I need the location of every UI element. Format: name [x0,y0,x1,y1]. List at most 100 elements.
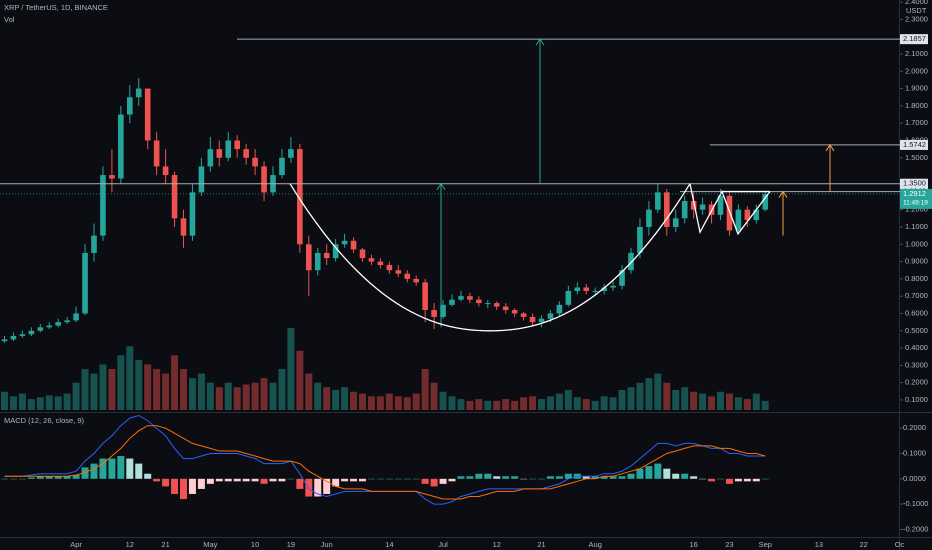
volume-bar [394,396,402,410]
volume-bar [367,396,375,410]
candle-body [485,303,491,305]
arrow-head [825,144,835,152]
candle-body [10,335,17,340]
volume-bar [162,373,170,410]
candle-body [279,157,285,176]
price-tag-label: 1.5742 [903,140,926,149]
macd-hist-bar [45,476,53,479]
x-tick-label: Oc [895,540,905,549]
y-tick-label: 1.9000 [905,84,928,93]
macd-hist-bar [591,476,599,479]
volume-bar [385,393,393,410]
volume-bar [654,373,662,410]
volume-bar [457,399,465,410]
macd-hist-bar [197,478,205,489]
macd-hist-bar [385,478,393,480]
macd-legend: MACD (12, 26, close, 9) [4,416,85,425]
volume-bar [251,382,259,410]
volume-bar [1,391,8,410]
macd-hist-bar [314,478,322,497]
macd-hist-bar [609,476,617,479]
y-tick-label: -0.2000 [903,524,928,533]
candle-body [198,166,205,193]
y-tick-label: 0.9000 [905,257,928,266]
volume-bar [430,382,438,410]
volume-bar [314,382,322,410]
macd-hist-bar [493,476,501,479]
candle-body [1,339,8,342]
macd-hist-bar [699,478,707,480]
macd-hist-bar [529,478,537,480]
candle-body [413,278,419,283]
y-tick-label: 0.2000 [905,378,928,387]
macd-hist-bar [287,478,295,480]
y-tick-label: 0.0000 [903,474,926,483]
macd-hist-bar [1,478,8,480]
volume-bar [609,397,617,410]
macd-hist-bar [484,473,492,479]
candle-body [127,97,133,115]
x-tick-label: 16 [689,540,697,549]
macd-hist-bar [672,473,680,479]
candle-body [386,265,393,271]
volume-bar [412,393,420,410]
signal-line [4,425,766,500]
candle-body [171,175,178,219]
macd-hist-bar [323,478,331,494]
macd-hist-bar [511,476,519,479]
volume-bar [54,396,62,410]
volume-bar [582,399,590,410]
x-tick-label: 12 [493,540,501,549]
volume-bar [538,399,545,410]
arrow-head [778,190,788,198]
macd-hist-bar [600,476,608,479]
volume-bar [269,382,277,410]
volume-bar [153,369,161,410]
macd-hist-bar [135,463,143,479]
macd-hist-bar [555,476,563,479]
candle-body [28,330,35,335]
candle-body [297,149,303,245]
volume-bar [45,395,53,410]
volume-bar [403,397,411,410]
candle-body [681,201,688,219]
macd-hist-bar [332,478,340,487]
volume-bar [502,399,510,410]
volume-bar [18,393,26,410]
candle-body [332,244,339,259]
volume-bar [376,396,384,410]
volume-bar [529,396,537,410]
macd-hist-bar [81,467,89,479]
volume-bar [421,369,429,410]
volume-bar [305,373,313,410]
macd-hist-bar [215,478,223,482]
volume-bar [520,397,528,410]
candle-body [601,287,607,291]
y-tick-label: 0.2000 [903,423,926,432]
volume-bar [627,387,635,410]
volume-bar [600,396,608,410]
x-tick-label: 23 [725,540,733,549]
macd-hist-bar [564,473,572,479]
volume-bar [761,400,769,410]
y-tick-label: 0.5000 [905,326,928,335]
macd-hist-bar [99,458,107,479]
macd-hist-bar [90,463,98,479]
volume-bar [180,369,187,410]
volume-bar [72,382,80,410]
x-tick-label: 14 [385,540,393,549]
volume-bar [233,387,241,410]
candle-body [82,252,88,314]
y-tick-label: 1.0000 [905,239,928,248]
candle-body [753,209,760,221]
y-tick-label: 2.0000 [905,66,928,75]
candle-body [350,240,357,250]
volume-bar [475,399,483,410]
volume-bar [663,382,671,410]
volume-bar [618,389,626,410]
volume-bar [484,400,492,410]
candle-body [690,201,697,210]
volume-bar [725,393,733,410]
volume-bar [743,399,751,410]
